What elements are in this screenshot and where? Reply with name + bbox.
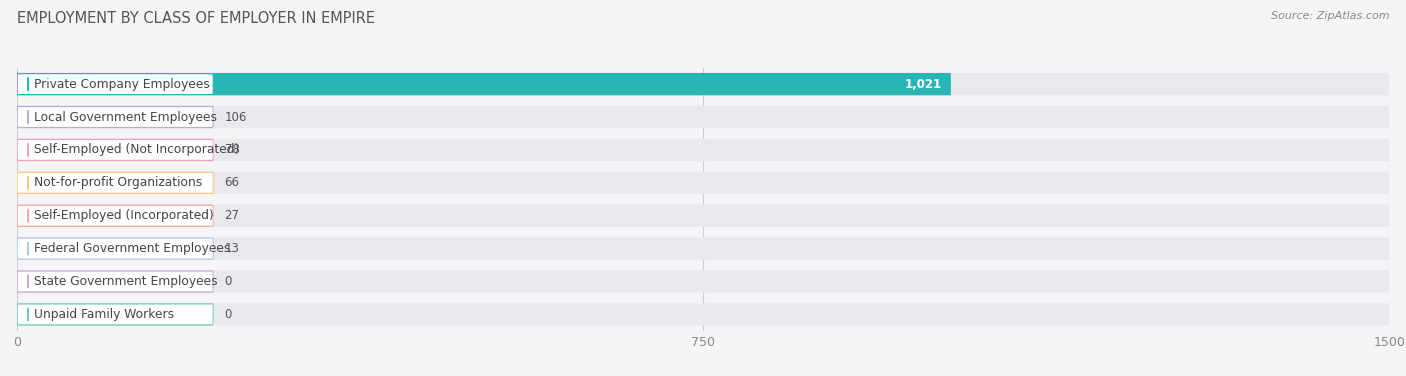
FancyBboxPatch shape [17, 238, 1389, 260]
FancyBboxPatch shape [17, 205, 214, 227]
FancyBboxPatch shape [18, 107, 212, 127]
FancyBboxPatch shape [17, 139, 214, 161]
FancyBboxPatch shape [17, 106, 214, 128]
Text: Private Company Employees: Private Company Employees [34, 77, 209, 91]
FancyBboxPatch shape [17, 171, 214, 194]
Text: Unpaid Family Workers: Unpaid Family Workers [34, 308, 174, 321]
FancyBboxPatch shape [17, 270, 214, 293]
FancyBboxPatch shape [17, 303, 214, 326]
Text: Self-Employed (Incorporated): Self-Employed (Incorporated) [34, 209, 214, 222]
Text: 66: 66 [225, 176, 239, 190]
FancyBboxPatch shape [17, 73, 950, 96]
FancyBboxPatch shape [17, 106, 1389, 128]
Text: 106: 106 [225, 111, 247, 124]
FancyBboxPatch shape [17, 171, 1389, 194]
Text: Source: ZipAtlas.com: Source: ZipAtlas.com [1271, 11, 1389, 21]
Text: 78: 78 [225, 143, 239, 156]
Text: Federal Government Employees: Federal Government Employees [34, 242, 231, 255]
FancyBboxPatch shape [17, 205, 1389, 227]
FancyBboxPatch shape [18, 74, 212, 94]
FancyBboxPatch shape [18, 173, 212, 193]
FancyBboxPatch shape [17, 73, 1389, 96]
Text: EMPLOYMENT BY CLASS OF EMPLOYER IN EMPIRE: EMPLOYMENT BY CLASS OF EMPLOYER IN EMPIR… [17, 11, 375, 26]
Text: Not-for-profit Organizations: Not-for-profit Organizations [34, 176, 202, 190]
Text: 1,021: 1,021 [904, 77, 942, 91]
FancyBboxPatch shape [18, 239, 212, 259]
FancyBboxPatch shape [17, 139, 1389, 161]
Text: 0: 0 [225, 308, 232, 321]
Text: Self-Employed (Not Incorporated): Self-Employed (Not Incorporated) [34, 143, 239, 156]
Text: State Government Employees: State Government Employees [34, 275, 217, 288]
Text: Local Government Employees: Local Government Employees [34, 111, 217, 124]
FancyBboxPatch shape [18, 305, 212, 324]
Text: 27: 27 [225, 209, 239, 222]
Text: 0: 0 [225, 275, 232, 288]
Text: 13: 13 [225, 242, 239, 255]
FancyBboxPatch shape [18, 206, 212, 226]
FancyBboxPatch shape [17, 270, 1389, 293]
FancyBboxPatch shape [18, 140, 212, 160]
FancyBboxPatch shape [17, 303, 1389, 326]
FancyBboxPatch shape [18, 271, 212, 291]
FancyBboxPatch shape [17, 238, 214, 260]
